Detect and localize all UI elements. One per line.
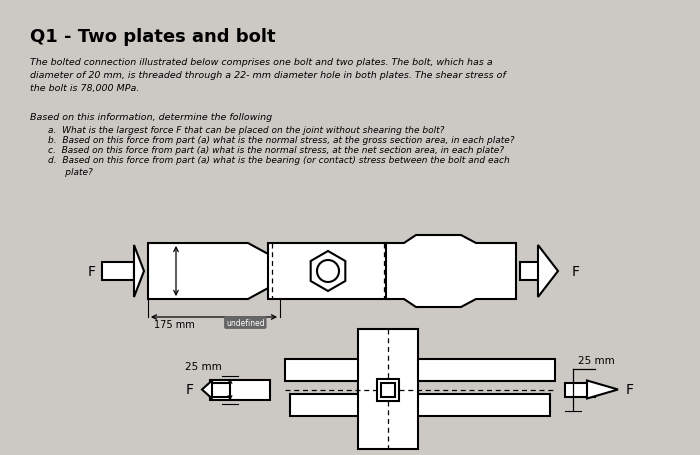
Bar (565, 383, 595, 397)
Bar (520, 263, 550, 280)
Text: a.  What is the largest force F that can be placed on the joint without shearing: a. What is the largest force F that can … (48, 126, 445, 135)
Bar (210, 383, 230, 397)
Text: 25 mm: 25 mm (578, 356, 615, 366)
Bar (102, 263, 134, 280)
Bar (381, 383, 395, 397)
Text: F: F (88, 264, 96, 278)
Polygon shape (311, 252, 345, 291)
Text: The bolted connection illustrated below comprises one bolt and two plates. The b: The bolted connection illustrated below … (30, 58, 506, 92)
Bar (358, 329, 418, 449)
Text: F: F (626, 383, 634, 397)
Bar (285, 359, 555, 381)
Text: F: F (572, 264, 580, 278)
Text: 25 mm: 25 mm (185, 362, 222, 372)
Polygon shape (202, 381, 212, 399)
Polygon shape (134, 245, 144, 298)
Text: 175 mm: 175 mm (154, 319, 195, 329)
Polygon shape (538, 245, 558, 298)
Text: Q1 - Two plates and bolt: Q1 - Two plates and bolt (30, 28, 276, 46)
Text: d.  Based on this force from part (a) what is the bearing (or contact) stress be: d. Based on this force from part (a) wha… (48, 156, 510, 177)
Polygon shape (386, 236, 516, 307)
Text: b.  Based on this force from part (a) what is the normal stress, at the gross se: b. Based on this force from part (a) wha… (48, 136, 514, 145)
Polygon shape (148, 243, 270, 299)
Text: undefined: undefined (226, 318, 265, 327)
Text: c.  Based on this force from part (a) what is the normal stress, at the net sect: c. Based on this force from part (a) wha… (48, 146, 504, 155)
Circle shape (317, 260, 339, 283)
Bar (210, 379, 270, 399)
Text: Based on this information, determine the following: Based on this information, determine the… (30, 113, 272, 122)
Text: F: F (186, 383, 194, 397)
Bar (377, 379, 399, 400)
Bar (290, 394, 550, 416)
Bar (268, 243, 388, 299)
Polygon shape (587, 381, 618, 399)
